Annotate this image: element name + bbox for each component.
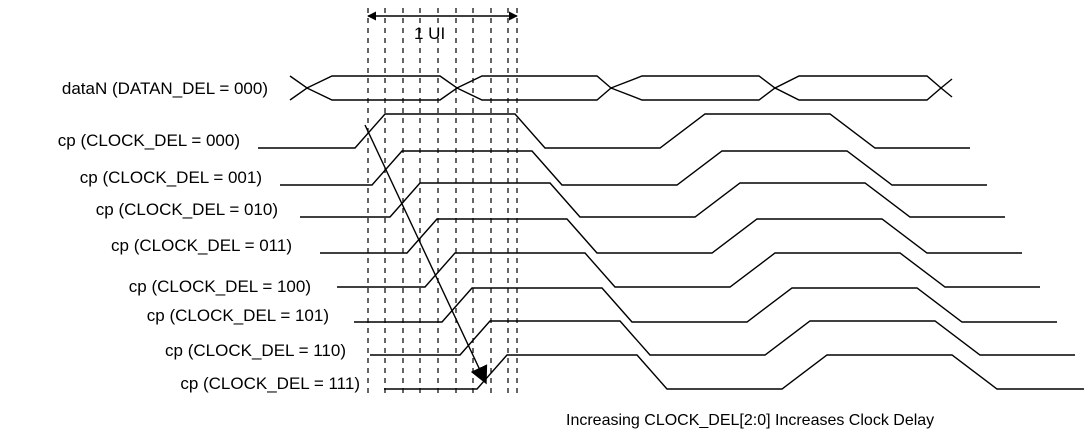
- clock-waveform: [320, 218, 1022, 254]
- clock-signal-label: cp (CLOCK_DEL = 010): [96, 200, 278, 219]
- clock-signal-label: cp (CLOCK_DEL = 110): [165, 341, 346, 360]
- clock-waveform: [370, 320, 1075, 356]
- ui-span-label: 1 UI: [414, 24, 445, 43]
- clock-signal: cp (CLOCK_DEL = 000): [58, 113, 970, 150]
- delay-direction-arrow: [364, 124, 488, 385]
- data-signal: dataN (DATAN_DEL = 000): [62, 75, 953, 101]
- clock-signal: cp (CLOCK_DEL = 100): [129, 252, 1040, 296]
- clock-signal-label: cp (CLOCK_DEL = 000): [58, 131, 240, 150]
- clock-signal: cp (CLOCK_DEL = 001): [80, 150, 987, 187]
- clock-waveform: [300, 182, 1005, 218]
- clock-waveform: [280, 150, 987, 186]
- clock-signal: cp (CLOCK_DEL = 011): [111, 218, 1022, 255]
- clock-waveform: [337, 252, 1040, 288]
- clock-signal: cp (CLOCK_DEL = 101): [147, 287, 1057, 325]
- clock-signal-label: cp (CLOCK_DEL = 001): [80, 168, 262, 187]
- clock-signal-label: cp (CLOCK_DEL = 011): [111, 236, 292, 255]
- clock-signal: cp (CLOCK_DEL = 110): [165, 320, 1075, 360]
- clock-signal-label: cp (CLOCK_DEL = 100): [129, 277, 311, 296]
- clock-signal: cp (CLOCK_DEL = 010): [96, 182, 1005, 219]
- clock-waveform: [258, 113, 970, 149]
- ui-guide-lines: [367, 8, 518, 395]
- clock-signal-label: cp (CLOCK_DEL = 101): [147, 306, 329, 325]
- caption: Increasing CLOCK_DEL[2:0] Increases Cloc…: [566, 412, 934, 429]
- clock-signal: cp (CLOCK_DEL = 111): [180, 354, 1084, 393]
- clock-signal-label: cp (CLOCK_DEL = 111): [180, 374, 360, 393]
- data-signal-lower-wave: [289, 87, 953, 101]
- ui-dimension: 1 UI: [367, 11, 518, 43]
- clock-waveform: [354, 287, 1057, 323]
- data-signal-upper-wave: [289, 75, 953, 89]
- clock-signals: cp (CLOCK_DEL = 000) cp (CLOCK_DEL = 001)…: [58, 113, 1084, 393]
- clock-waveform: [384, 354, 1084, 390]
- data-signal-label: dataN (DATAN_DEL = 000): [62, 79, 268, 98]
